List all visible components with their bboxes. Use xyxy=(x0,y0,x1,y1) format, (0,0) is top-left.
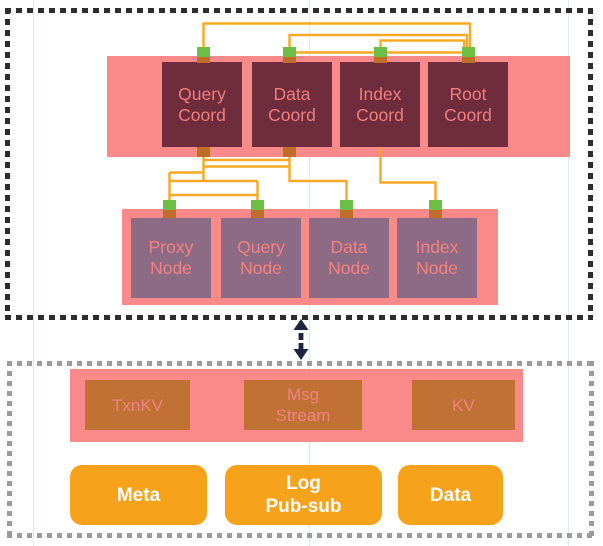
service-label: KV xyxy=(452,395,475,415)
coord-label: Coord xyxy=(268,104,316,125)
node-box-data-node: Data Node xyxy=(309,218,389,298)
backend-label: Pub-sub xyxy=(265,496,342,517)
port-icon-root-coord xyxy=(462,47,475,57)
frame-edge xyxy=(5,8,593,13)
coord-box-query-coord: Query Coord xyxy=(162,62,242,147)
service-label: Msg xyxy=(286,385,320,404)
node-label: Node xyxy=(240,258,282,278)
coord-box-data-coord: Data Coord xyxy=(252,62,332,147)
node-box-index-node: Index Node xyxy=(397,218,477,298)
coord-label: Index xyxy=(358,83,402,104)
coord-label: Data xyxy=(273,83,311,104)
port-stub-index-coord xyxy=(374,55,387,63)
backend-box-meta: Meta xyxy=(70,465,207,525)
node-label: Index xyxy=(415,237,459,257)
backend-box-log-pubsub: Log Pub-sub xyxy=(225,465,382,525)
backend-label: Meta xyxy=(116,484,161,506)
port-icon-data-node xyxy=(340,200,353,210)
compute-layer-frame xyxy=(5,8,593,320)
node-label: Node xyxy=(416,258,458,278)
port-stub-data-node xyxy=(340,209,353,218)
service-box-kv: KV xyxy=(412,380,515,430)
port-stub-index-node xyxy=(429,209,442,218)
node-label: Proxy xyxy=(148,237,194,257)
port-icon-query-coord xyxy=(197,47,210,57)
port-icon-query-node xyxy=(251,200,264,210)
port-icon-proxy-node xyxy=(163,200,176,210)
coord-box-root-coord: Root Coord xyxy=(428,62,508,147)
port-stub-query-coord xyxy=(197,55,210,63)
node-label: Data xyxy=(330,237,368,257)
frame-edge xyxy=(7,361,12,538)
port-stub-query-node xyxy=(251,209,264,218)
port-stub-data-coord-bottom xyxy=(283,147,296,157)
frame-edge xyxy=(7,533,594,538)
storage-layer-frame xyxy=(7,361,594,538)
service-box-msg-stream: Msg Stream xyxy=(244,380,362,430)
node-box-query-node: Query Node xyxy=(221,218,301,298)
node-label: Query xyxy=(237,237,285,257)
port-icon-index-coord xyxy=(374,47,387,57)
service-box-txnkv: TxnKV xyxy=(85,380,190,430)
background-gridline xyxy=(568,0,569,546)
frame-edge xyxy=(589,361,594,538)
coord-label: Coord xyxy=(444,104,492,125)
background-gridline xyxy=(33,0,34,546)
frame-edge xyxy=(5,8,10,320)
backend-label: Data xyxy=(429,484,472,506)
node-label: Node xyxy=(150,258,192,278)
coord-label: Coord xyxy=(178,104,226,125)
backend-box-data: Data xyxy=(398,465,503,525)
port-stub-root-coord xyxy=(462,55,475,63)
backend-label: Log xyxy=(286,473,321,494)
node-box-proxy-node: Proxy Node xyxy=(131,218,211,298)
coord-label: Root xyxy=(449,83,487,104)
frame-edge xyxy=(588,8,593,320)
port-icon-index-node xyxy=(429,200,442,210)
port-stub-data-coord xyxy=(283,55,296,63)
service-label: TxnKV xyxy=(111,395,164,415)
service-label: Stream xyxy=(275,406,331,425)
frame-edge xyxy=(5,315,593,320)
bidirectional-arrow-icon xyxy=(293,319,309,360)
port-stub-query-coord-bottom xyxy=(197,147,210,157)
coord-box-index-coord: Index Coord xyxy=(340,62,420,147)
port-stub-proxy-node xyxy=(163,209,176,218)
node-label: Node xyxy=(328,258,370,278)
frame-edge xyxy=(7,361,594,366)
coord-label: Query xyxy=(178,83,226,104)
coord-label: Coord xyxy=(356,104,404,125)
port-icon-data-coord xyxy=(283,47,296,57)
